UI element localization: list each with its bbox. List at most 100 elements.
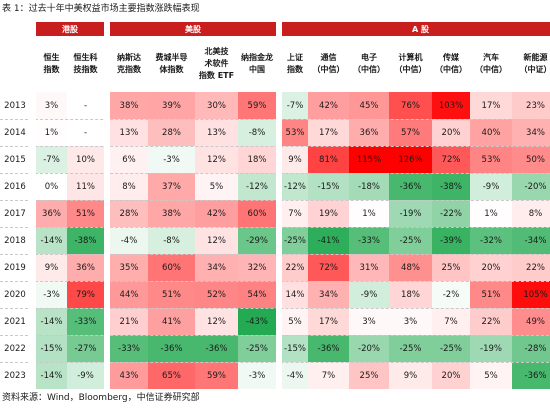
column-header-line: 恒生: [43, 53, 60, 62]
cell-2015-7: 81%: [308, 146, 349, 173]
cell-2020-12: 105%: [512, 281, 550, 308]
group-header-2: A 股: [282, 22, 550, 36]
cell-2019-9: 48%: [389, 254, 432, 281]
cell-2019-8: 31%: [349, 254, 389, 281]
cell-2018-3: -8%: [148, 227, 195, 254]
cell-2023-10: 20%: [432, 362, 470, 389]
cell-2021-0: -14%: [36, 308, 67, 335]
cell-2015-5: 18%: [238, 146, 276, 173]
cell-2019-6: 22%: [282, 254, 308, 281]
cell-2015-6: 9%: [282, 146, 308, 173]
cell-2016-3: 37%: [148, 173, 195, 200]
column-header-line: 术软件: [204, 59, 229, 68]
cell-2021-8: 3%: [349, 308, 389, 335]
cell-2013-8: 45%: [349, 92, 389, 119]
cell-2022-11: -19%: [470, 335, 512, 362]
cell-2019-10: 25%: [432, 254, 470, 281]
cell-2020-11: 51%: [470, 281, 512, 308]
cell-2022-9: -25%: [389, 335, 432, 362]
cell-2019-4: 34%: [195, 254, 238, 281]
cell-2022-3: -36%: [148, 335, 195, 362]
cell-2019-2: 35%: [110, 254, 148, 281]
column-header-line: 恒生科: [73, 53, 98, 62]
cell-2017-6: 7%: [282, 200, 308, 227]
cell-2021-2: 21%: [110, 308, 148, 335]
column-header-line: 传媒: [443, 53, 459, 62]
row-divider: [0, 308, 550, 309]
cell-2017-1: 51%: [67, 200, 104, 227]
cell-2022-10: -25%: [432, 335, 470, 362]
cell-2022-12: -28%: [512, 335, 550, 362]
cell-2022-8: -20%: [349, 335, 389, 362]
cell-2014-9: 57%: [389, 119, 432, 146]
cell-2017-12: 8%: [512, 200, 550, 227]
cell-2015-11: 53%: [470, 146, 512, 173]
row-year-2015: 2015: [4, 154, 26, 165]
row-divider: [0, 227, 550, 228]
group-separator: [104, 22, 110, 389]
cell-2021-11: 22%: [470, 308, 512, 335]
column-header-line: 指数: [43, 65, 60, 74]
row-year-2023: 2023: [4, 370, 26, 381]
cell-2023-1: -9%: [67, 362, 104, 389]
row-year-2021: 2021: [4, 316, 26, 327]
cell-2014-7: 17%: [308, 119, 349, 146]
cell-2017-0: 36%: [36, 200, 67, 227]
cell-2019-12: 22%: [512, 254, 550, 281]
column-header-6: 上证 指数: [282, 38, 308, 90]
cell-2015-1: 10%: [67, 146, 104, 173]
column-header-9: 计算机 （中信）: [389, 38, 432, 90]
cell-2016-10: -38%: [432, 173, 470, 200]
cell-2015-2: 6%: [110, 146, 148, 173]
column-header-7: 通信 （中信）: [308, 38, 349, 90]
cell-2016-7: -15%: [308, 173, 349, 200]
row-divider: [0, 119, 550, 120]
cell-2015-9: 126%: [389, 146, 432, 173]
cell-2018-12: -34%: [512, 227, 550, 254]
cell-2016-1: 11%: [67, 173, 104, 200]
cell-2013-12: 23%: [512, 92, 550, 119]
cell-2014-3: 28%: [148, 119, 195, 146]
cell-2016-12: -20%: [512, 173, 550, 200]
row-divider: [0, 173, 550, 174]
cell-2020-2: 44%: [110, 281, 148, 308]
cell-2019-0: 9%: [36, 254, 67, 281]
column-header-line: 技指数: [73, 65, 98, 74]
cell-2013-2: 38%: [110, 92, 148, 119]
cell-2018-10: -39%: [432, 227, 470, 254]
cell-2021-5: -43%: [238, 308, 276, 335]
row-year-2016: 2016: [4, 181, 26, 192]
cell-2023-11: 5%: [470, 362, 512, 389]
column-header-line: 中国: [249, 65, 265, 74]
cell-2018-0: -14%: [36, 227, 67, 254]
cell-2023-0: -14%: [36, 362, 67, 389]
cell-2018-5: -29%: [238, 227, 276, 254]
cell-2022-2: -33%: [110, 335, 148, 362]
cell-2015-3: -3%: [148, 146, 195, 173]
column-header-line: （中信）: [435, 65, 467, 74]
cell-2014-2: 13%: [110, 119, 148, 146]
cell-2022-5: -25%: [238, 335, 276, 362]
cell-2023-6: -4%: [282, 362, 308, 389]
column-header-line: 新能源: [523, 53, 548, 62]
column-header-line: 上证: [287, 53, 303, 62]
cell-2020-5: 54%: [238, 281, 276, 308]
column-header-line: 克指数: [117, 65, 141, 74]
column-header-11: 汽车 （中信）: [470, 38, 512, 90]
cell-2013-5: 59%: [238, 92, 276, 119]
cell-2022-6: -15%: [282, 335, 308, 362]
cell-2023-2: 43%: [110, 362, 148, 389]
column-header-1: 恒生科 技指数: [67, 38, 104, 90]
cell-2016-8: -18%: [349, 173, 389, 200]
cell-2023-4: 59%: [195, 362, 238, 389]
cell-2013-10: 103%: [432, 92, 470, 119]
row-year-2013: 2013: [4, 100, 26, 111]
cell-2019-3: 60%: [148, 254, 195, 281]
column-header-8: 电子 （中信）: [349, 38, 389, 90]
cell-2014-1: -: [67, 119, 104, 146]
column-header-3: 费城半导 体指数: [148, 38, 195, 90]
cell-2020-8: -9%: [349, 281, 389, 308]
cell-2018-9: -25%: [389, 227, 432, 254]
column-header-4: 北美技 术软件 指数 ETF: [195, 38, 238, 90]
row-year-2017: 2017: [4, 208, 26, 219]
